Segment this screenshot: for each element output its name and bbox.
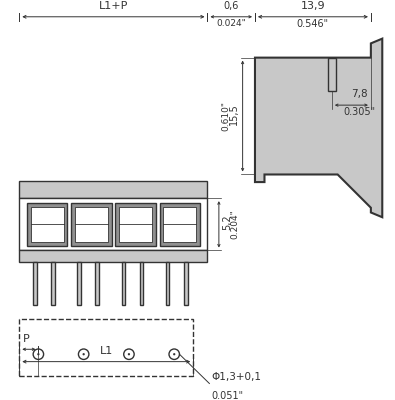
Text: 5,2: 5,2 [223,215,233,230]
Bar [328,58,336,91]
Text: 0.546": 0.546" [297,19,329,29]
Bar [184,262,188,305]
Text: 13,9: 13,9 [301,1,325,11]
Bar [119,207,152,242]
Bar [122,262,125,305]
Bar [75,207,108,242]
Text: 0.024": 0.024" [216,19,246,28]
Circle shape [173,353,175,355]
Bar [27,203,68,246]
Bar [166,262,169,305]
Polygon shape [255,39,382,217]
Text: 0.305": 0.305" [343,107,375,117]
Bar [140,262,143,305]
Text: 15,5: 15,5 [229,103,239,125]
Bar [163,207,196,242]
Bar [19,198,207,250]
Text: 7,8: 7,8 [351,90,367,100]
Text: 0.051": 0.051" [211,391,243,400]
Bar [71,203,111,246]
Bar [19,319,193,376]
Text: 0.204": 0.204" [230,210,239,239]
Bar [160,203,200,246]
Text: 0.610": 0.610" [221,101,230,131]
Text: L1+P: L1+P [99,1,128,11]
Bar [115,203,156,246]
Text: L1: L1 [100,346,113,356]
Bar [33,262,37,305]
Text: P: P [23,334,30,344]
Circle shape [128,353,130,355]
Text: 0,6: 0,6 [224,1,239,11]
Circle shape [83,353,85,355]
Bar [19,181,207,198]
Text: Φ1,3+0,1: Φ1,3+0,1 [211,372,261,382]
Bar [77,262,81,305]
Bar [31,207,64,242]
Bar [51,262,55,305]
Bar [96,262,99,305]
Bar [19,250,207,262]
Circle shape [37,353,40,355]
